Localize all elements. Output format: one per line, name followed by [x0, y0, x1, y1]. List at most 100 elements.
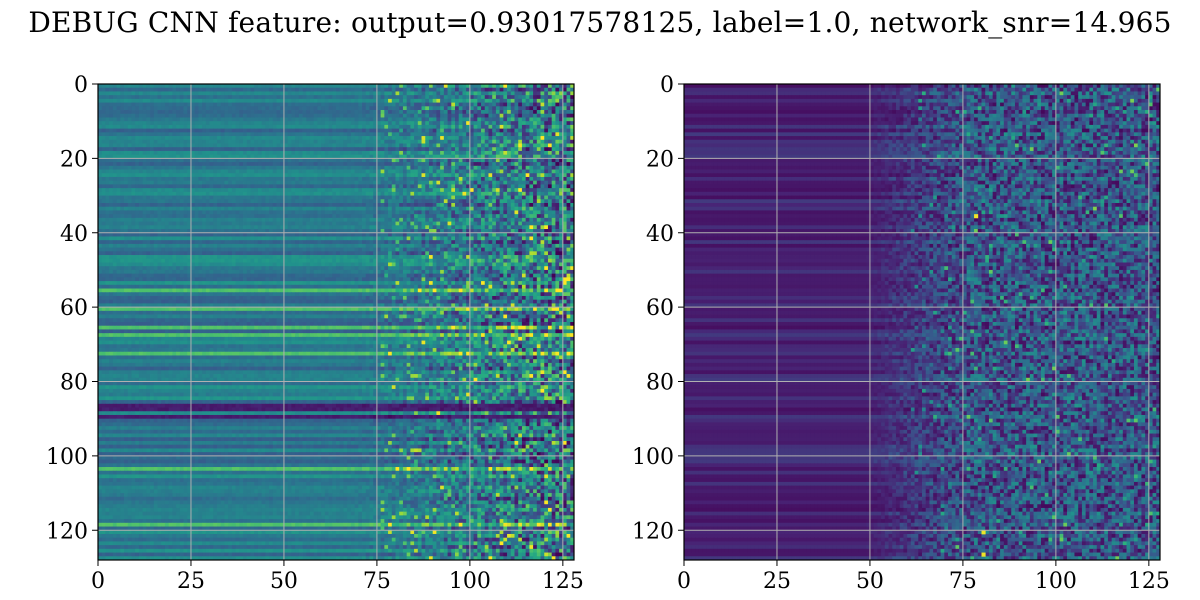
heatmap-cell: [191, 147, 195, 151]
heatmap-cell: [317, 203, 321, 207]
heatmap-cell: [462, 210, 466, 214]
heatmap-cell: [217, 210, 221, 214]
heatmap-cell: [258, 99, 262, 103]
heatmap-cell: [459, 114, 463, 118]
heatmap-cell: [176, 177, 180, 181]
heatmap-cell: [507, 84, 511, 88]
heatmap-cell: [239, 95, 243, 99]
heatmap-cell: [436, 177, 440, 181]
heatmap-cell: [343, 218, 347, 222]
heatmap-cell: [451, 207, 455, 211]
heatmap-cell: [563, 207, 567, 211]
heatmap-cell: [329, 140, 333, 144]
heatmap-cell: [485, 114, 489, 118]
heatmap-cell: [451, 166, 455, 170]
heatmap-cell: [358, 136, 362, 140]
heatmap-cell: [567, 132, 571, 136]
heatmap-cell: [563, 129, 567, 133]
heatmap-cell: [176, 203, 180, 207]
heatmap-cell: [143, 192, 147, 196]
heatmap-cell: [343, 199, 347, 203]
heatmap-cell: [262, 199, 266, 203]
heatmap-cell: [198, 218, 202, 222]
heatmap-cell: [507, 192, 511, 196]
heatmap-cell: [500, 151, 504, 155]
heatmap-cell: [362, 88, 366, 92]
heatmap-cell: [451, 203, 455, 207]
heatmap-cell: [239, 117, 243, 121]
heatmap-cell: [284, 181, 288, 185]
heatmap-cell: [336, 103, 340, 107]
heatmap-cell: [485, 162, 489, 166]
heatmap-cell: [459, 188, 463, 192]
heatmap-cell: [224, 117, 228, 121]
heatmap-cell: [139, 147, 143, 151]
heatmap-cell: [396, 110, 400, 114]
heatmap-cell: [563, 95, 567, 99]
heatmap-cell: [117, 95, 121, 99]
heatmap-cell: [277, 136, 281, 140]
heatmap-cell: [184, 196, 188, 200]
heatmap-cell: [310, 214, 314, 218]
heatmap-cell: [146, 125, 150, 129]
heatmap-cell: [124, 95, 128, 99]
heatmap-cell: [377, 132, 381, 136]
heatmap-cell: [243, 177, 247, 181]
heatmap-cell: [131, 218, 135, 222]
heatmap-cell: [496, 170, 500, 174]
heatmap-cell: [518, 210, 522, 214]
heatmap-cell: [117, 88, 121, 92]
heatmap-cell: [410, 214, 414, 218]
heatmap-cell: [98, 117, 102, 121]
heatmap-cell: [165, 225, 169, 229]
heatmap-cell: [396, 114, 400, 118]
heatmap-cell: [392, 184, 396, 188]
heatmap-cell: [228, 99, 232, 103]
heatmap-cell: [384, 117, 388, 121]
heatmap-cell: [158, 121, 162, 125]
heatmap-cell: [462, 84, 466, 88]
heatmap-cell: [362, 192, 366, 196]
heatmap-cell: [552, 114, 556, 118]
heatmap-cell: [321, 114, 325, 118]
heatmap-cell: [433, 84, 437, 88]
heatmap-cell: [131, 184, 135, 188]
heatmap-cell: [154, 136, 158, 140]
heatmap-cell: [128, 140, 132, 144]
heatmap-cell: [522, 136, 526, 140]
heatmap-cell: [254, 125, 258, 129]
heatmap-cell: [485, 222, 489, 226]
heatmap-cell: [563, 158, 567, 162]
heatmap-cell: [250, 99, 254, 103]
heatmap-cell: [198, 88, 202, 92]
heatmap-cell: [169, 147, 173, 151]
heatmap-cell: [265, 136, 269, 140]
heatmap-cell: [548, 166, 552, 170]
heatmap-cell: [399, 184, 403, 188]
heatmap-cell: [362, 95, 366, 99]
heatmap-cell: [124, 117, 128, 121]
heatmap-cell: [247, 162, 251, 166]
heatmap-cell: [135, 88, 139, 92]
heatmap-cell: [262, 106, 266, 110]
heatmap-cell: [526, 207, 530, 211]
heatmap-cell: [462, 103, 466, 107]
heatmap-cell: [228, 151, 232, 155]
heatmap-cell: [518, 117, 522, 121]
heatmap-cell: [247, 177, 251, 181]
heatmap-cell: [418, 181, 422, 185]
heatmap-cell: [206, 84, 210, 88]
heatmap-cell: [202, 103, 206, 107]
heatmap-cell: [224, 95, 228, 99]
heatmap-cell: [444, 88, 448, 92]
heatmap-cell: [191, 110, 195, 114]
heatmap-cell: [265, 207, 269, 211]
heatmap-cell: [198, 84, 202, 88]
heatmap-cell: [221, 95, 225, 99]
heatmap-cell: [355, 125, 359, 129]
heatmap-cell: [515, 170, 519, 174]
heatmap-cell: [459, 207, 463, 211]
heatmap-cell: [165, 132, 169, 136]
heatmap-cell: [184, 91, 188, 95]
heatmap-cell: [236, 99, 240, 103]
